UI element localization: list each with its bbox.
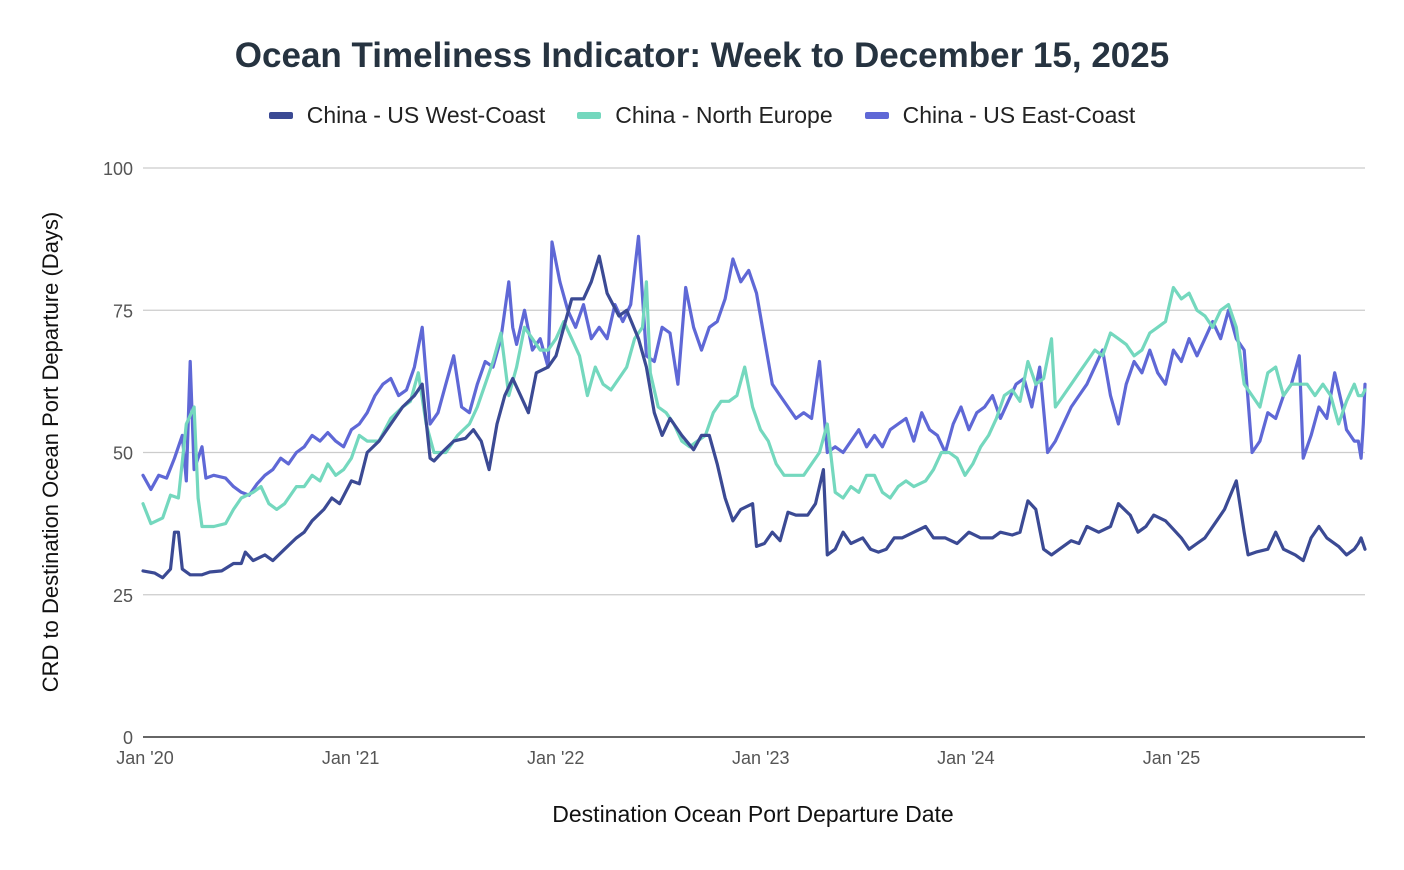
series-lines (141, 234, 1367, 580)
x-tick-label: Jan '23 (732, 748, 789, 768)
x-tick-label: Jan '21 (322, 748, 379, 768)
y-tick-label: 25 (113, 586, 133, 606)
legend-label-us-east-coast: China - US East-Coast (902, 102, 1136, 128)
x-tick-label: Jan '22 (527, 748, 584, 768)
y-tick-label: 0 (123, 728, 133, 748)
x-tick-label: Jan '24 (937, 748, 994, 768)
series-line-us-west-coast (141, 254, 1367, 580)
legend-swatch-us-east-coast (864, 112, 889, 119)
y-tick-label: 100 (103, 159, 133, 179)
x-tick-label: Jan '20 (116, 748, 173, 768)
x-axis-label: Destination Ocean Port Departure Date (552, 801, 953, 827)
x-tick-labels: Jan '20 Jan '21 Jan '22 Jan '23 Jan '24 Jan '… (116, 748, 1200, 768)
series-line-us-east-coast (141, 234, 1367, 497)
legend-swatch-north-europe (577, 112, 602, 119)
legend-item-us-west-coast[interactable]: China - US West-Coast (268, 102, 546, 129)
chart-title: Ocean Timeliness Indicator: Week to Dece… (234, 36, 1170, 75)
series-line-north-europe (141, 280, 1367, 529)
legend: China - US West-Coast China - North Euro… (0, 102, 1404, 129)
x-tick-label: Jan '25 (1143, 748, 1200, 768)
y-tick-labels: 0 25 50 75 100 (103, 159, 133, 748)
legend-item-us-east-coast[interactable]: China - US East-Coast (864, 102, 1136, 129)
legend-swatch-us-west-coast (268, 112, 293, 119)
legend-item-north-europe[interactable]: China - North Europe (577, 102, 833, 129)
y-tick-label: 50 (113, 444, 133, 464)
legend-label-us-west-coast: China - US West-Coast (306, 102, 546, 128)
legend-label-north-europe: China - North Europe (615, 102, 833, 128)
y-axis-label: CRD to Destination Ocean Port Departure … (38, 212, 63, 693)
gridlines (143, 167, 1365, 596)
y-tick-label: 75 (113, 301, 133, 321)
